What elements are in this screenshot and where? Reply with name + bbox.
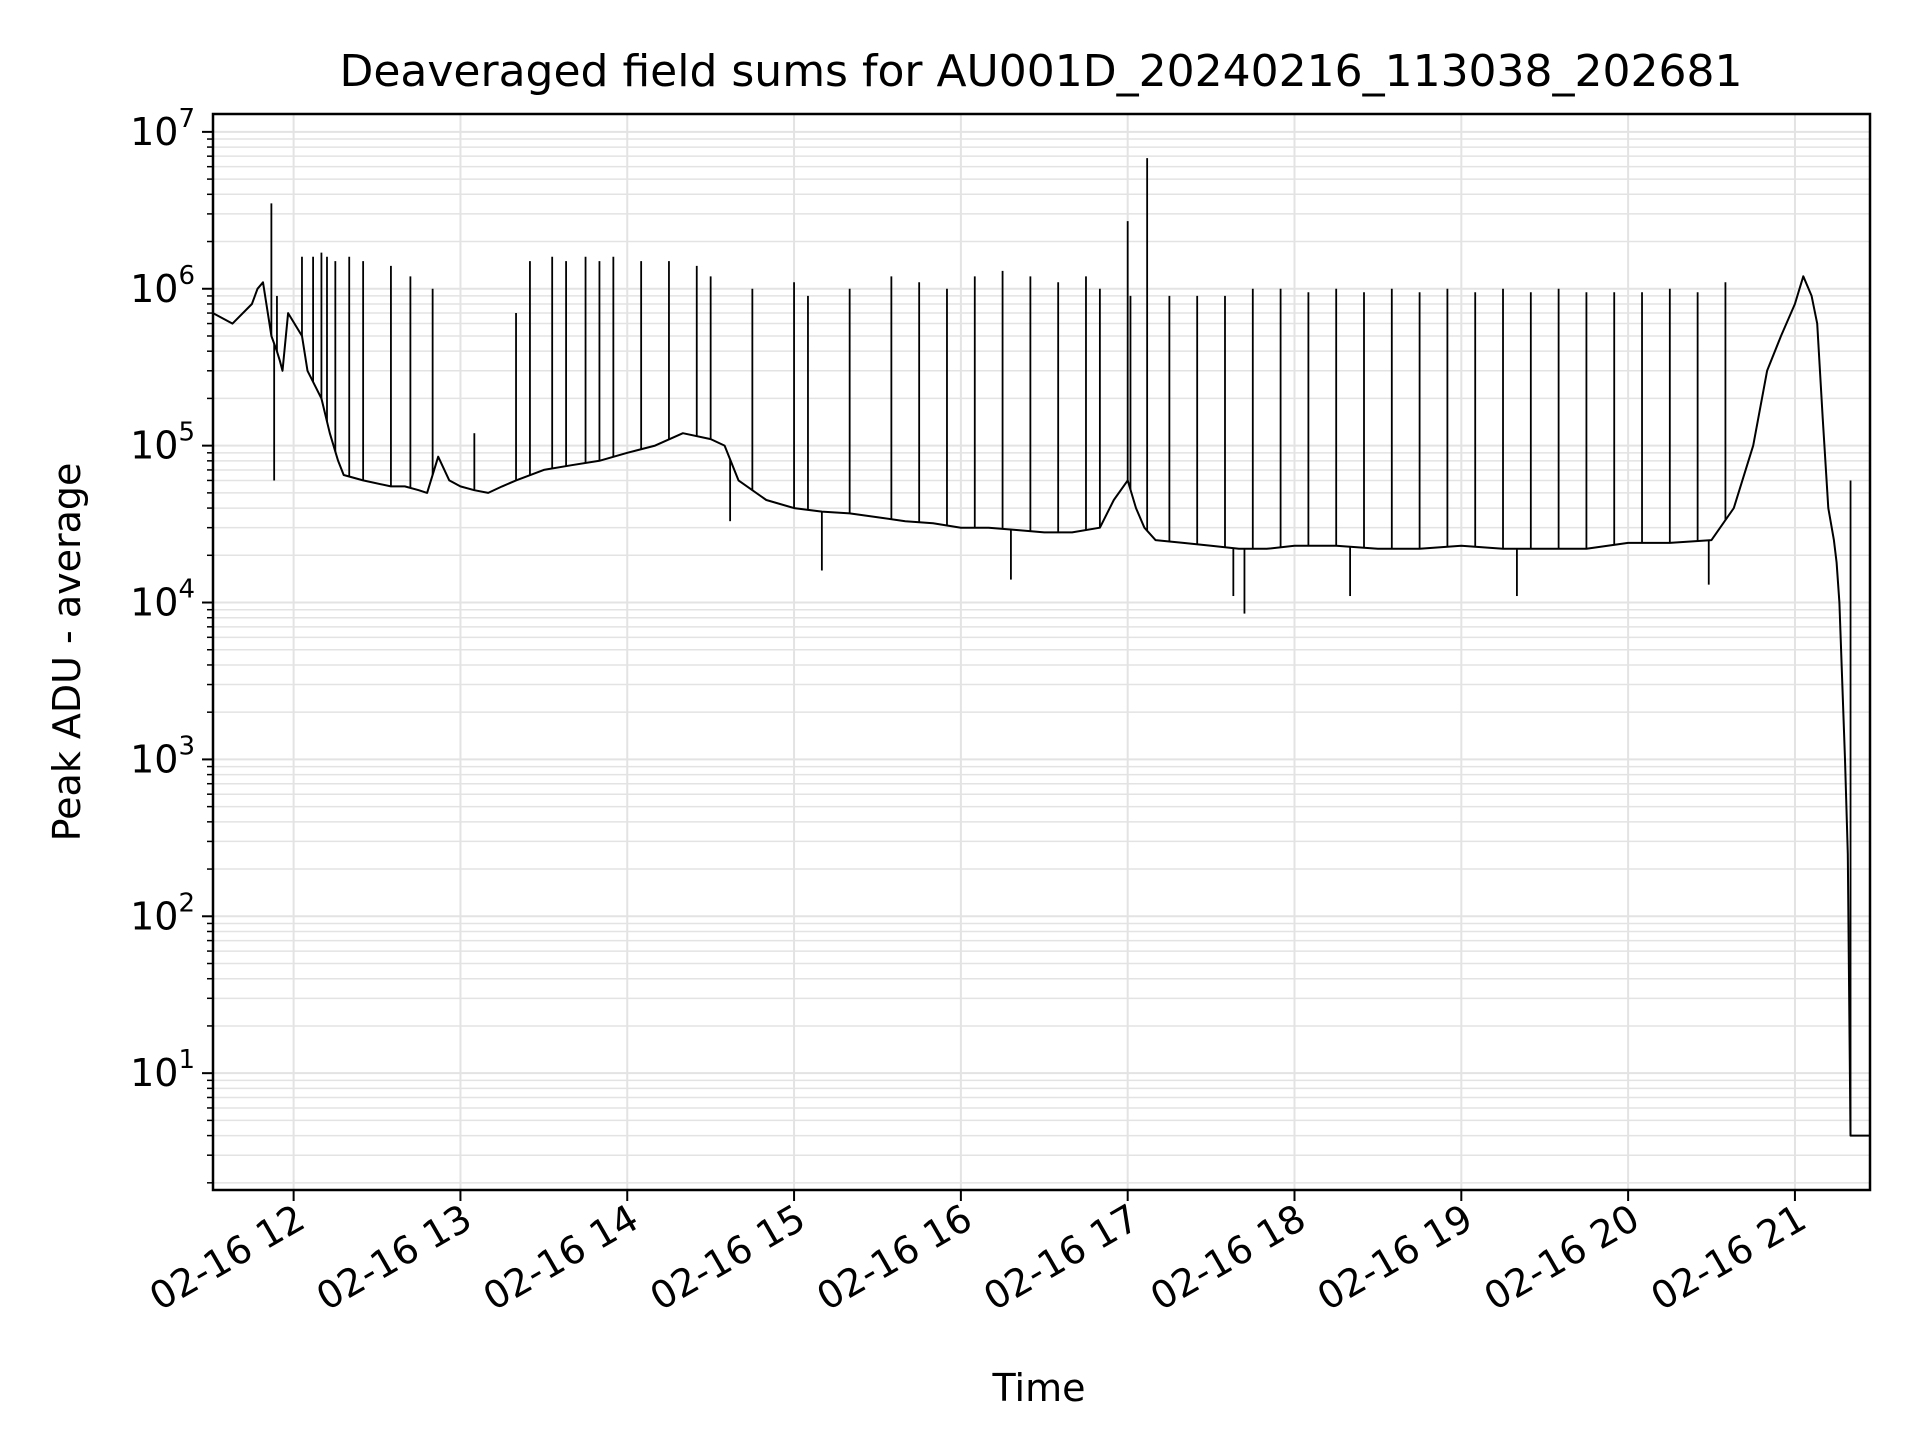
chart-title: Deaveraged field sums for AU001D_2024021… <box>339 46 1742 97</box>
y-tick-base: 10 <box>130 424 178 468</box>
y-tick-exponent: 4 <box>178 575 195 605</box>
x-axis-label: Time <box>992 1366 1086 1410</box>
y-tick-exponent: 6 <box>178 261 195 291</box>
y-tick-exponent: 5 <box>178 418 195 448</box>
y-tick-label: 106 <box>130 261 195 311</box>
series-group <box>212 158 1870 1137</box>
y-tick-base: 10 <box>130 581 178 625</box>
y-tick-exponent: 2 <box>178 888 195 918</box>
y-tick-label: 102 <box>130 888 195 938</box>
y-tick-label: 103 <box>130 731 195 781</box>
y-tick-label: 105 <box>130 418 195 468</box>
y-axis-label: Peak ADU - average <box>45 463 89 842</box>
y-tick-base: 10 <box>130 894 178 938</box>
y-tick-base: 10 <box>130 737 178 781</box>
y-tick-base: 10 <box>130 1051 178 1095</box>
y-tick-exponent: 3 <box>178 731 195 761</box>
y-tick-base: 10 <box>130 110 178 154</box>
y-tick-base: 10 <box>130 267 178 311</box>
y-tick-label: 104 <box>130 575 195 625</box>
y-tick-label: 101 <box>130 1045 195 1095</box>
y-tick-label: 107 <box>130 104 195 154</box>
plot-frame <box>211 112 1872 1192</box>
y-tick-exponent: 7 <box>178 104 195 134</box>
y-tick-exponent: 1 <box>178 1045 195 1075</box>
grid <box>213 114 1870 1190</box>
series-line <box>212 275 1870 1137</box>
